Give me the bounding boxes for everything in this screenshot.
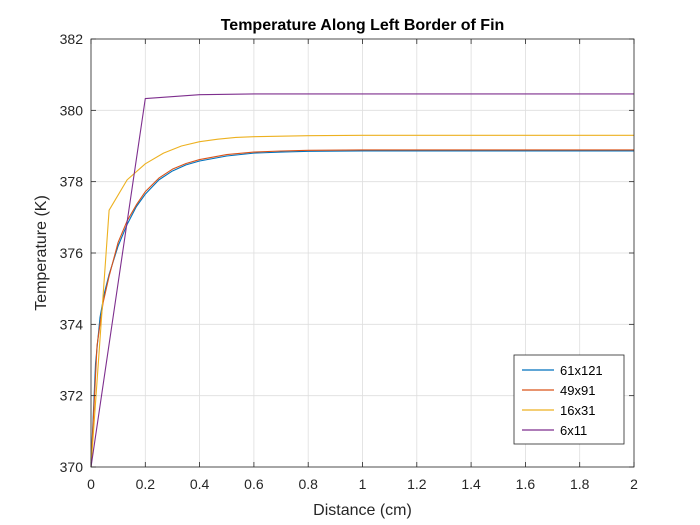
x-axis-label: Distance (cm): [313, 502, 412, 519]
x-tick-label: 2: [630, 476, 638, 492]
x-tick-label: 1.8: [570, 476, 590, 492]
x-tick-label: 0.4: [190, 476, 210, 492]
y-tick-label: 370: [60, 459, 84, 475]
x-tick-label: 1: [359, 476, 367, 492]
series-line-16x31: [90, 134, 634, 468]
y-tick-label: 378: [60, 174, 84, 190]
legend-label: 49x91: [560, 383, 595, 398]
series-line-49x91: [90, 149, 634, 468]
chart-title: Temperature Along Left Border of Fin: [221, 17, 505, 34]
x-tick-label: 0.6: [244, 476, 264, 492]
x-tick-label: 0: [87, 476, 95, 492]
y-tick-label: 372: [60, 388, 84, 404]
series-line-61x121: [90, 150, 634, 468]
x-tick-label: 1.2: [407, 476, 427, 492]
legend-label: 6x11: [560, 423, 587, 438]
x-tick-label: 1.6: [516, 476, 536, 492]
legend: 61x121 49x91 16x31 6x11: [513, 354, 625, 445]
y-tick-label: 374: [60, 316, 84, 332]
y-axis-label: Temperature (K): [33, 195, 50, 311]
x-tick-label: 0.8: [298, 476, 318, 492]
y-tick-label: 382: [60, 31, 84, 47]
y-tick-label: 380: [60, 102, 84, 118]
series-line-6x11: [90, 93, 634, 468]
series-lines: [90, 93, 634, 468]
axis-ticks: 0 0.2 0.4 0.6 0.8 1 1.2 1.4 1.6 1.8 2 370 372 374 376 3…: [60, 31, 638, 492]
x-tick-label: 1.4: [461, 476, 481, 492]
x-tick-label: 0.2: [136, 476, 156, 492]
legend-label: 61x121: [560, 363, 603, 378]
legend-label: 16x31: [560, 403, 595, 418]
y-tick-label: 376: [60, 245, 84, 261]
